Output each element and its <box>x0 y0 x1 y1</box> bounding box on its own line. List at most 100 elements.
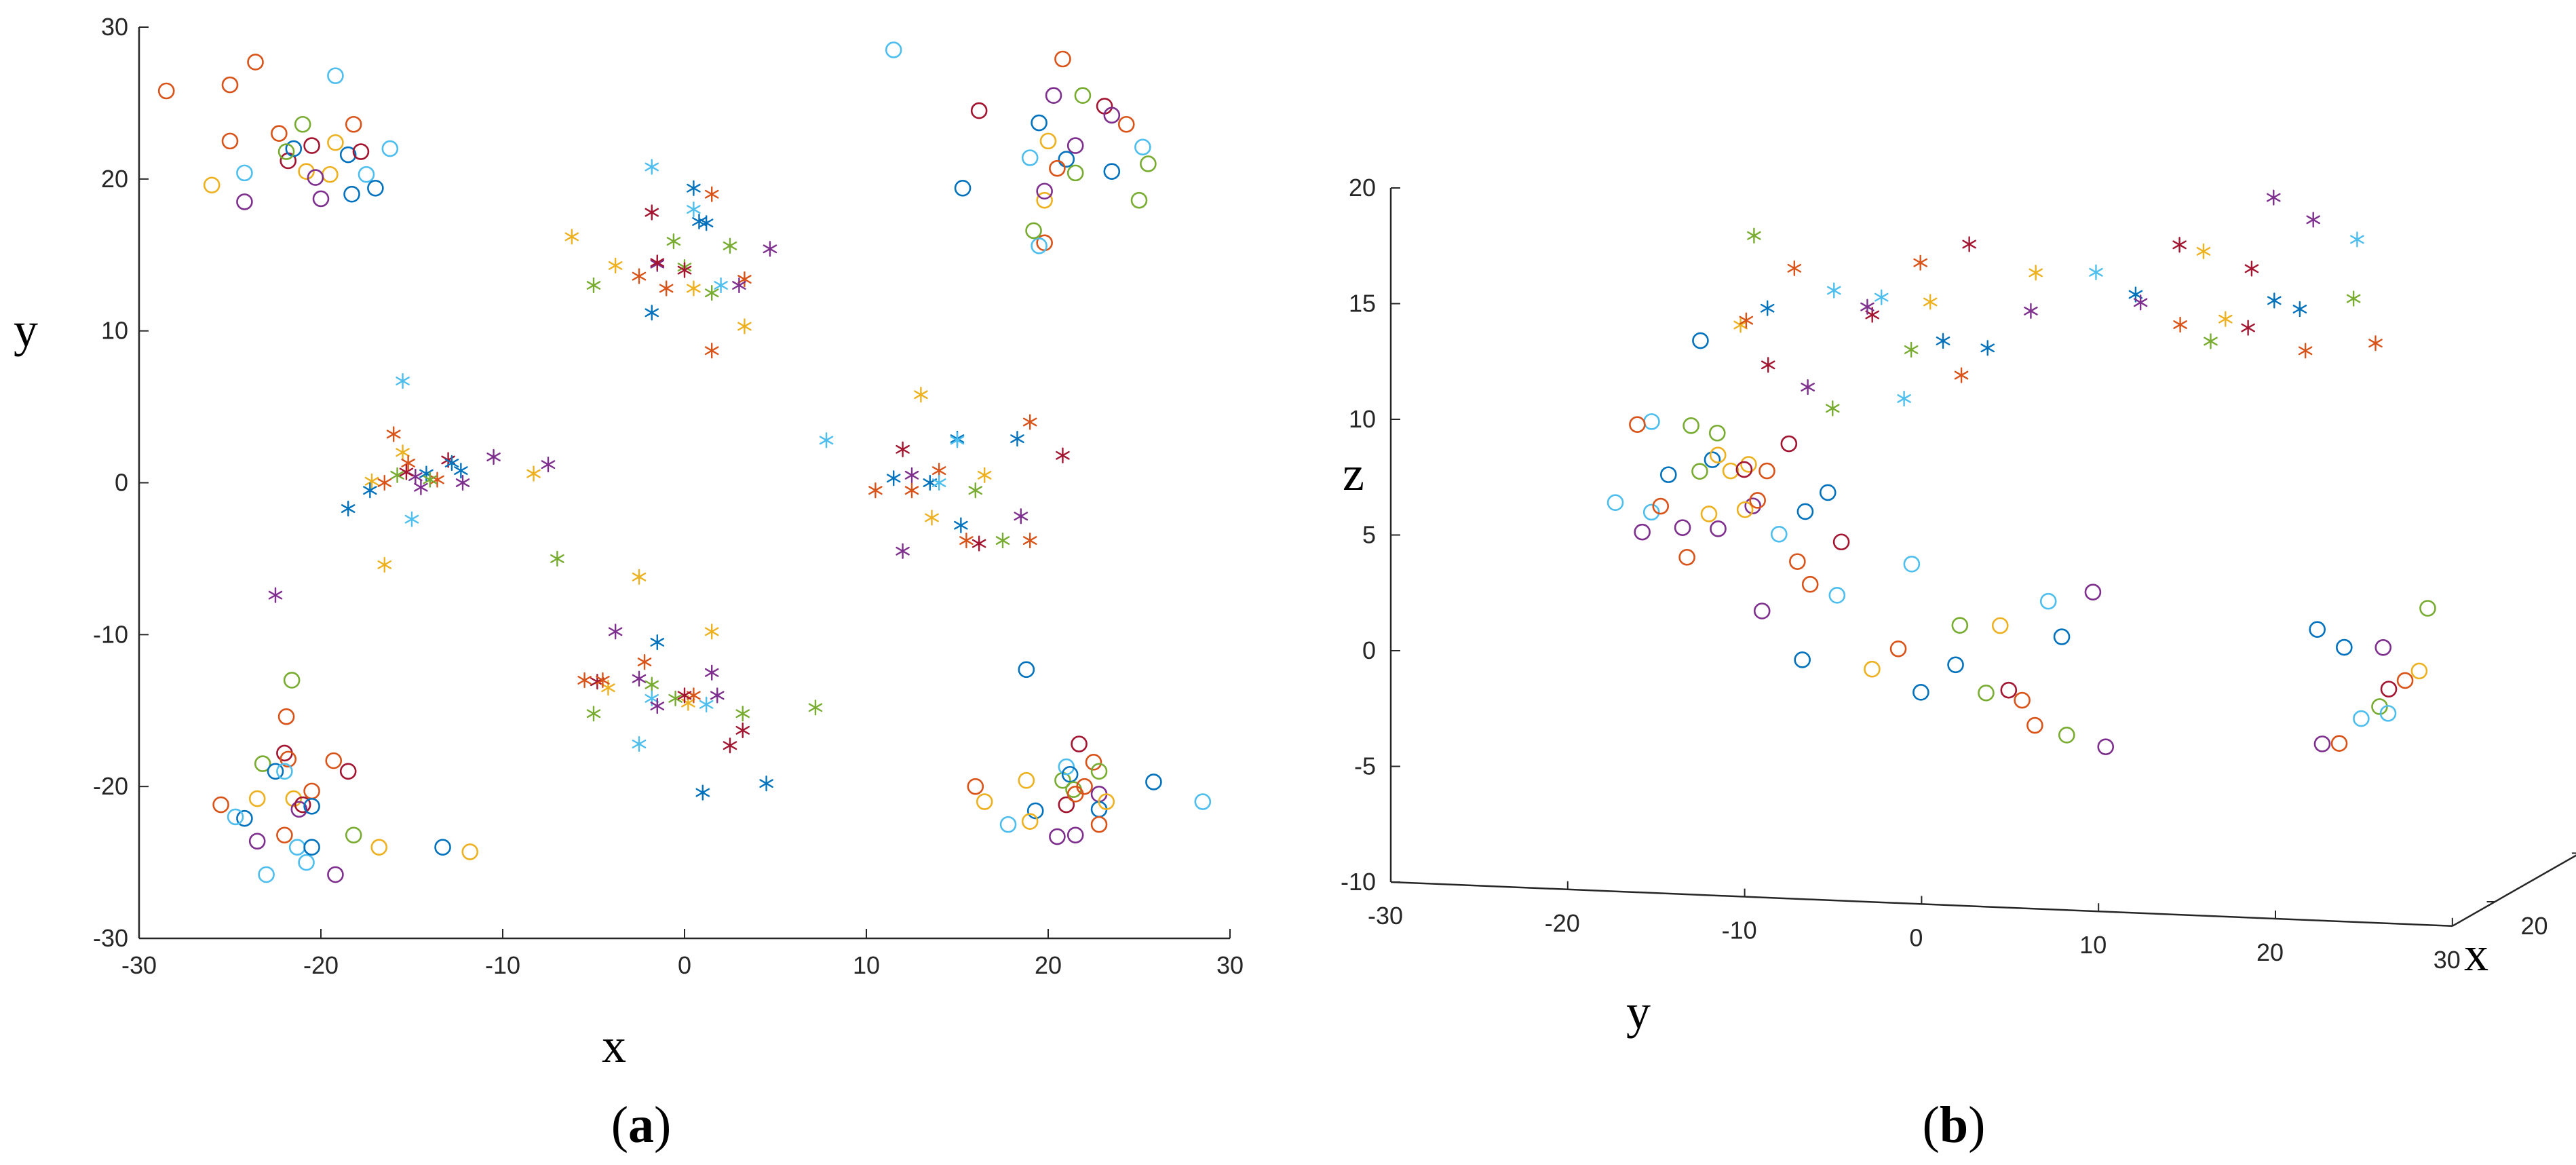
panel-a-point-asterisk-marker <box>608 624 623 640</box>
panel-b-point-asterisk-marker <box>1897 390 1911 407</box>
panel-a-point-asterisk-marker <box>577 672 592 689</box>
panel-a-point-asterisk-marker <box>430 472 444 488</box>
panel-a-point-asterisk-marker <box>414 479 428 495</box>
panel-a-x-axis-label: x <box>602 1018 626 1073</box>
panel-b-point-circle-marker <box>2039 592 2057 610</box>
panel-a-point-circle-marker <box>1058 796 1075 814</box>
panel-b-point-asterisk-marker <box>2298 343 2313 359</box>
panel-a-point-circle-marker <box>157 82 175 100</box>
panel-a-point-asterisk-marker <box>687 687 701 704</box>
panel-b-point-circle-marker <box>1704 451 1721 468</box>
panel-a-point-circle-marker <box>1066 164 1084 182</box>
panel-b-point-asterisk-marker <box>2196 243 2211 260</box>
panel-b-z-tick-label: 0 <box>1362 636 1376 664</box>
panel-b-point-circle-marker <box>2309 621 2326 638</box>
panel-a-point-asterisk-marker <box>363 482 377 499</box>
panel-a-point-asterisk-marker <box>904 467 919 483</box>
panel-a-point-circle-marker <box>1145 774 1162 790</box>
panel-a-point-circle-marker <box>285 790 303 807</box>
panel-b-point-asterisk-marker <box>1904 341 1919 358</box>
panel-b-y-tick-label: -20 <box>1545 909 1580 937</box>
panel-a-point-asterisk-marker <box>723 738 737 754</box>
panel-a-x-tick-label: -30 <box>121 951 157 979</box>
panel-a-point-asterisk-marker <box>268 587 283 603</box>
panel-b-point-asterisk-marker <box>1913 254 1927 271</box>
panel-b-point-circle-marker <box>2330 735 2348 752</box>
panel-a-point-asterisk-marker <box>904 482 919 499</box>
panel-b-point-asterisk-marker <box>1787 260 1802 276</box>
panel-a-point-asterisk-marker <box>390 467 404 483</box>
panel-b-point-circle-marker <box>1991 617 2009 634</box>
panel-a-point-circle-marker <box>1061 765 1079 783</box>
panel-a-point-circle-marker <box>967 778 984 795</box>
panel-b-point-asterisk-marker <box>1739 312 1754 328</box>
panel-b-point-circle-marker <box>1735 461 1753 478</box>
panel-b-point-circle-marker <box>1947 656 1964 674</box>
panel-a-point-circle-marker <box>1049 828 1066 845</box>
panel-b-point-asterisk-marker <box>1962 236 1976 252</box>
panel-a-x-tick-label: 10 <box>853 951 880 979</box>
panel-a-point-circle-marker <box>339 146 357 164</box>
panel-a-point-circle-marker <box>370 839 388 856</box>
panel-b-point-circle-marker <box>1794 651 1811 668</box>
panel-b-x-tick-label: 20 <box>2520 912 2548 940</box>
panel-a-point-circle-marker <box>1039 132 1057 150</box>
panel-b-y-tick-label: -30 <box>1368 902 1403 930</box>
panel-a-y-tick-label: 10 <box>101 317 128 345</box>
panel-b-y-axis-label: y <box>1626 985 1651 1039</box>
panel-a-point-circle-marker <box>271 125 288 142</box>
panel-a-point-asterisk-marker <box>714 277 728 294</box>
panel-a-point-asterisk-marker <box>699 215 714 231</box>
panel-b-x-axis-line <box>2452 854 2576 927</box>
panel-b-point-asterisk-marker <box>2089 264 2103 280</box>
panel-b-point-asterisk-marker <box>1825 400 1840 417</box>
panel-a-point-circle-marker <box>461 843 479 860</box>
panel-b-point-asterisk-marker <box>1761 357 1775 373</box>
panel-b-point-asterisk-marker <box>1733 317 1748 333</box>
panel-a-point-circle-marker <box>1076 778 1093 795</box>
panel-a-point-circle-marker <box>434 839 451 856</box>
panel-b-point-circle-marker <box>1691 463 1708 480</box>
panel-b-point-circle-marker <box>2410 662 2428 680</box>
panel-b-point-circle-marker <box>1736 501 1754 518</box>
panel-b-z-tick-label: 20 <box>1349 174 1376 202</box>
panel-b-z-tick-label: 15 <box>1349 290 1376 318</box>
panel-a-point-asterisk-marker <box>737 271 752 288</box>
panel-b-y-tick-label: 10 <box>2079 931 2107 959</box>
panel-b-point-circle-marker <box>1652 497 1670 515</box>
panel-b-point-circle-marker <box>2000 681 2018 699</box>
panel-a-point-asterisk-marker <box>687 201 701 218</box>
panel-b-point-asterisk-marker <box>2267 292 2282 309</box>
panel-a-point-asterisk-marker <box>586 277 601 294</box>
panel-a-point-circle-marker <box>285 140 303 157</box>
panel-a-point-asterisk-marker <box>1022 414 1037 430</box>
panel-b-point-circle-marker <box>1789 553 1806 570</box>
panel-a-point-circle-marker <box>327 866 344 883</box>
panel-a-point-circle-marker <box>345 826 362 844</box>
panel-a-2d-scatter: -30 -20 -10 0 10 20 30 -30 -20 -10 0 10 20 30 x y (a) <box>14 13 1244 1153</box>
panel-a-point-asterisk-marker <box>645 159 659 175</box>
panel-a-x-tick-label: -10 <box>485 951 520 979</box>
panel-a-point-asterisk-marker <box>486 448 501 465</box>
panel-b-point-asterisk-marker <box>2204 333 2218 349</box>
panel-b-z-tick-label: -5 <box>1354 752 1376 780</box>
panel-a-point-circle-marker <box>303 797 320 815</box>
panel-b-point-circle-marker <box>1678 549 1695 566</box>
panel-b-point-asterisk-marker <box>2266 189 2281 206</box>
panel-b-point-circle-marker <box>2084 584 2102 600</box>
panel-a-point-asterisk-marker <box>808 700 823 716</box>
panel-b-point-asterisk-marker <box>2024 303 2038 319</box>
panel-a-y-tick-label: 20 <box>101 165 128 193</box>
panel-a-point-asterisk-marker <box>650 254 665 271</box>
panel-b-point-circle-marker <box>2097 738 2115 755</box>
panel-a-point-circle-marker <box>1021 149 1039 166</box>
panel-a-point-circle-marker <box>1054 50 1071 68</box>
panel-a-point-circle-marker <box>367 179 384 197</box>
panel-a-point-circle-marker <box>1134 138 1151 156</box>
panel-a-point-circle-marker <box>885 41 902 58</box>
panel-a-point-asterisk-marker <box>704 624 719 640</box>
panel-a-point-asterisk-marker <box>759 776 773 792</box>
panel-a-point-circle-marker <box>1036 183 1053 200</box>
panel-b-point-circle-marker <box>1819 484 1837 501</box>
panel-a-point-circle-marker <box>303 839 320 856</box>
